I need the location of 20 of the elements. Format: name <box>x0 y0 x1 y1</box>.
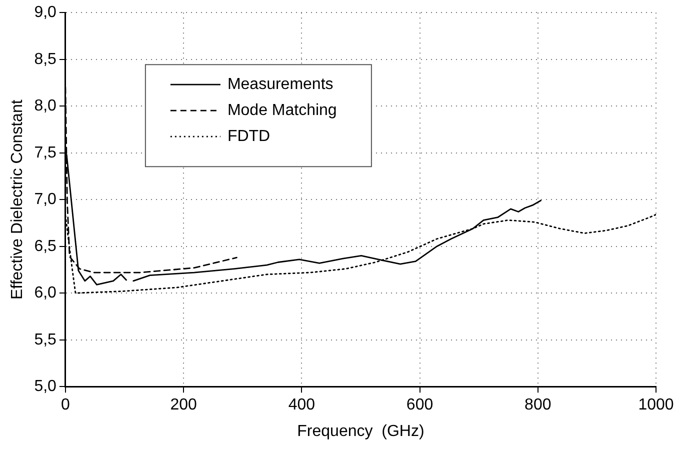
x-tick-label: 600 <box>406 396 434 414</box>
legend-label: Measurements <box>227 76 334 94</box>
y-tick-label: 5,5 <box>34 331 57 348</box>
x-tick-label: 800 <box>524 396 552 414</box>
legend-label: Mode Matching <box>227 102 337 120</box>
y-tick-label: 6,5 <box>34 238 57 255</box>
y-tick-label: 9,0 <box>34 4 57 22</box>
legend-label: FDTD <box>227 128 270 146</box>
y-tick-label: 6,0 <box>34 284 57 302</box>
y-tick-label: 8,0 <box>34 98 57 115</box>
x-tick-label: 0 <box>60 396 70 414</box>
y-axis-title: Effective Dielectric Constant <box>9 99 26 300</box>
y-tick-label: 5,0 <box>34 378 57 396</box>
x-tick-label: 1000 <box>638 396 674 414</box>
y-tick-label: 8,5 <box>34 50 57 68</box>
y-tick-label: 7,0 <box>34 191 57 208</box>
x-tick-label: 200 <box>170 396 197 414</box>
x-axis-title: Frequency (GHz) <box>297 422 424 440</box>
x-tick-label: 400 <box>288 396 316 414</box>
y-tick-label: 7,5 <box>34 144 57 162</box>
